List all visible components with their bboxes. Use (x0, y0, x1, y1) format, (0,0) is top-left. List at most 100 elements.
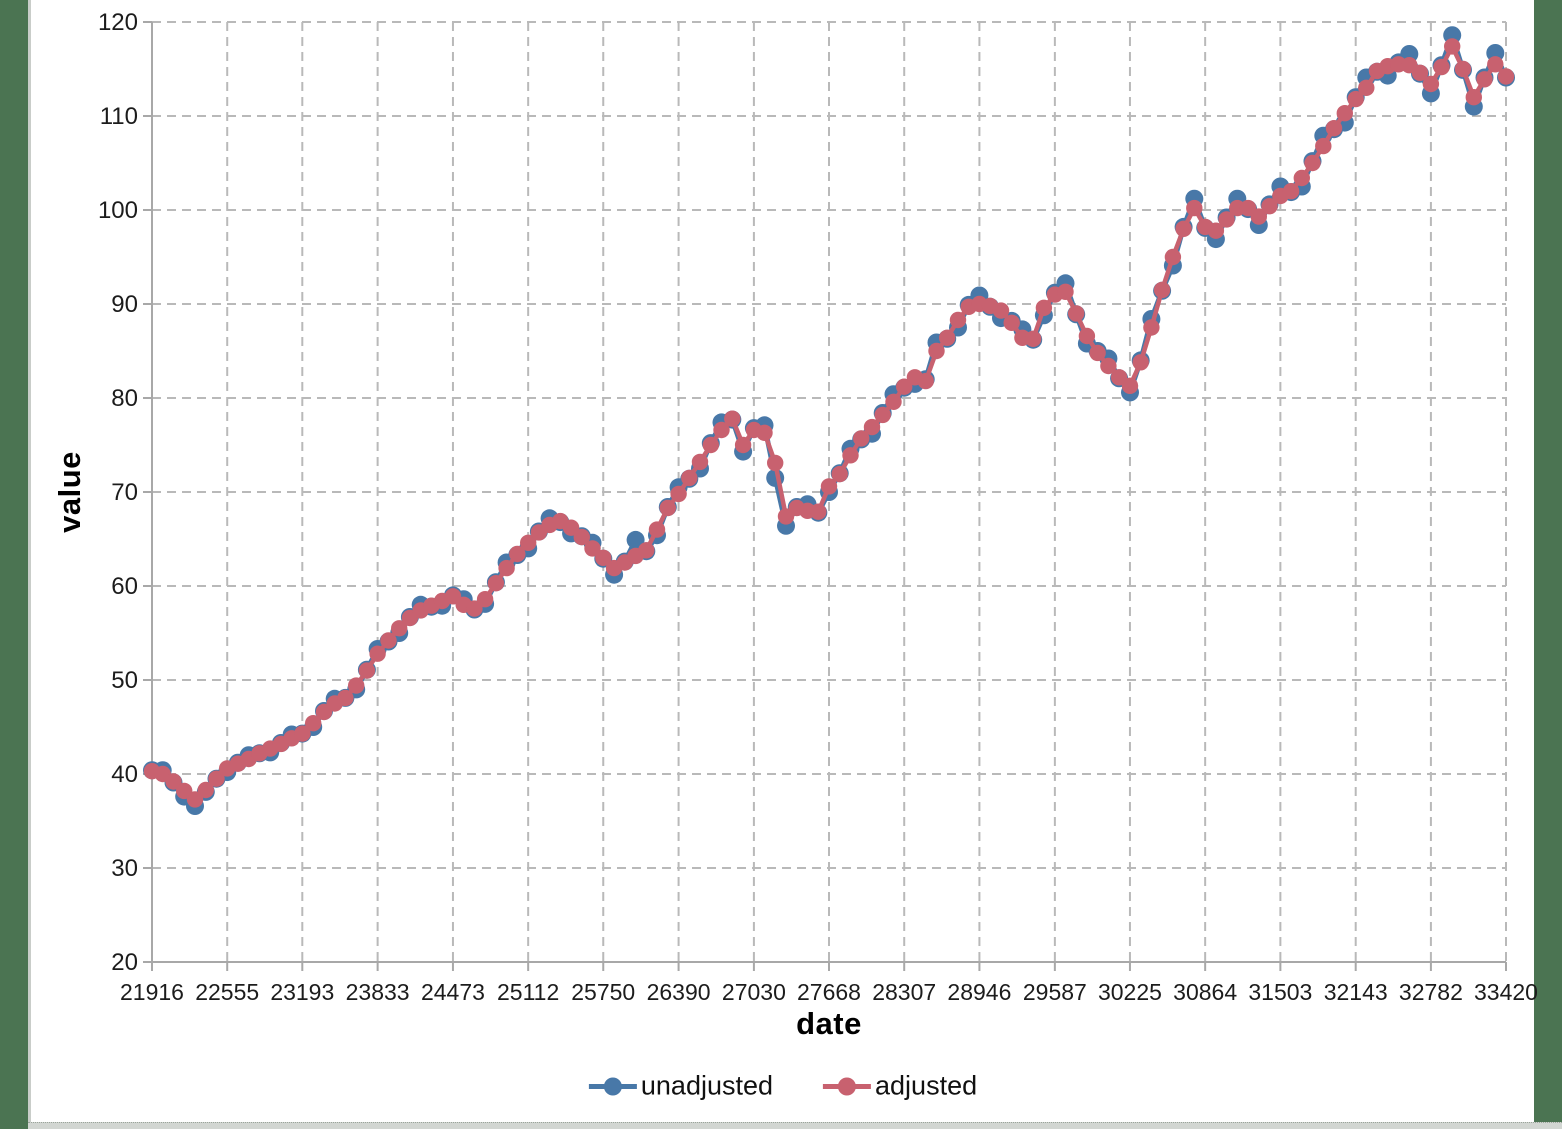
series-marker-adjusted (487, 575, 505, 592)
series-marker-adjusted (1035, 299, 1053, 316)
x-tick-label: 21916 (120, 979, 184, 1005)
y-axis-title: value (52, 451, 87, 533)
y-tick-label: 110 (100, 103, 138, 130)
series-marker-adjusted (337, 689, 354, 707)
series-marker-adjusted (1422, 75, 1440, 93)
y-tick-label: 20 (111, 949, 138, 976)
series-marker-adjusted (562, 519, 580, 536)
series-marker-adjusted (1476, 71, 1493, 88)
legend: unadjusted adjusted (587, 1071, 977, 1102)
series-marker-adjusted (1003, 314, 1020, 331)
series-marker-adjusted (1293, 169, 1311, 187)
series-marker-adjusted (1315, 137, 1332, 155)
legend-item-unadjusted: unadjusted (587, 1071, 773, 1102)
series-marker-adjusted (595, 549, 612, 566)
series-marker-unadjusted (626, 530, 645, 549)
y-tick-label: 30 (111, 855, 138, 882)
series-marker-adjusted (1444, 38, 1461, 55)
y-tick-label: 80 (111, 385, 138, 412)
series-marker-adjusted (1336, 105, 1354, 122)
x-tick-label: 25750 (571, 979, 635, 1005)
series-marker-adjusted (1153, 281, 1171, 299)
series-marker-adjusted (702, 436, 719, 454)
series-marker-adjusted (1121, 377, 1139, 394)
x-axis-title: date (796, 1006, 862, 1041)
series-marker-adjusted (1325, 120, 1343, 137)
series-marker-adjusted (466, 600, 483, 617)
x-tick-label: 32782 (1399, 979, 1463, 1005)
series-marker-adjusted (476, 591, 494, 608)
series-marker-adjusted (713, 421, 730, 439)
series-marker-adjusted (1089, 344, 1106, 362)
x-tick-label: 23833 (346, 979, 410, 1005)
series-marker-adjusted (1132, 354, 1149, 371)
series-marker-adjusted (1143, 319, 1160, 336)
series-marker-adjusted (305, 715, 322, 732)
series-marker-adjusted (498, 559, 515, 577)
series-marker-adjusted (1218, 211, 1235, 228)
series-marker-adjusted (1261, 198, 1278, 215)
series-marker-adjusted (1207, 222, 1225, 239)
series-marker-adjusted (380, 632, 397, 649)
series-marker-adjusted (734, 436, 752, 454)
legend-label-adjusted: adjusted (875, 1070, 978, 1101)
series-marker-adjusted (992, 302, 1010, 319)
series-marker-adjusted (853, 430, 870, 447)
x-tick-label: 30864 (1173, 979, 1237, 1005)
series-marker-adjusted (659, 499, 676, 517)
series-marker-adjusted (1411, 64, 1429, 82)
x-tick-label: 28307 (872, 979, 936, 1005)
series-marker-adjusted (1497, 68, 1515, 85)
series-marker-adjusted (165, 773, 182, 790)
series-marker-adjusted (896, 378, 913, 395)
x-tick-label: 29587 (1023, 979, 1087, 1005)
series-marker-adjusted (691, 453, 709, 471)
series-marker-adjusted (949, 311, 967, 329)
series-marker-adjusted (724, 410, 741, 427)
series-marker-adjusted (1304, 154, 1321, 172)
x-tick-label: 28946 (947, 979, 1011, 1005)
series-marker-adjusted (1186, 199, 1203, 217)
x-tick-label: 26390 (647, 979, 711, 1005)
series-marker-adjusted (1164, 248, 1182, 266)
legend-marker-adjusted-icon (823, 1077, 872, 1095)
series-marker-adjusted (197, 781, 214, 799)
series-marker-adjusted (648, 521, 666, 538)
series-marker-adjusted (756, 424, 773, 441)
series-marker-adjusted (1250, 208, 1268, 225)
x-tick-label: 31503 (1248, 979, 1312, 1005)
x-tick-label: 33420 (1474, 979, 1538, 1005)
series-marker-adjusted (1487, 56, 1504, 73)
series-marker-adjusted (208, 770, 225, 787)
y-tick-label: 60 (111, 573, 138, 600)
series-marker-adjusted (509, 545, 526, 563)
series-marker-adjusted (874, 406, 891, 424)
x-tick-label: 24473 (421, 979, 485, 1005)
series-marker-adjusted (1465, 89, 1483, 106)
series-marker-adjusted (767, 454, 784, 472)
x-tick-label: 30225 (1098, 979, 1162, 1005)
series-marker-adjusted (939, 329, 956, 346)
x-tick-label: 23193 (270, 979, 334, 1005)
x-tick-label: 27030 (722, 979, 786, 1005)
series-marker-adjusted (1433, 58, 1450, 76)
series-marker-adjusted (573, 528, 590, 546)
y-tick-label: 50 (111, 667, 138, 694)
series-marker-adjusted (369, 645, 386, 662)
series-marker-adjusted (1454, 60, 1472, 78)
window-bottom-edge (28, 1122, 1562, 1129)
y-tick-label: 90 (111, 291, 138, 318)
series-marker-adjusted (1078, 327, 1096, 345)
y-tick-label: 40 (111, 761, 138, 788)
legend-item-adjusted: adjusted (821, 1071, 977, 1102)
series-marker-adjusted (1282, 183, 1300, 200)
series-marker-adjusted (638, 542, 655, 559)
series-marker-adjusted (928, 342, 945, 360)
series-marker-adjusted (1057, 283, 1074, 300)
series-marker-adjusted (842, 447, 859, 464)
legend-marker-unadjusted-icon (588, 1077, 637, 1095)
series-marker-adjusted (831, 465, 848, 483)
legend-label-unadjusted: unadjusted (640, 1070, 774, 1101)
series-marker-adjusted (391, 620, 408, 637)
y-tick-label: 100 (98, 197, 138, 224)
